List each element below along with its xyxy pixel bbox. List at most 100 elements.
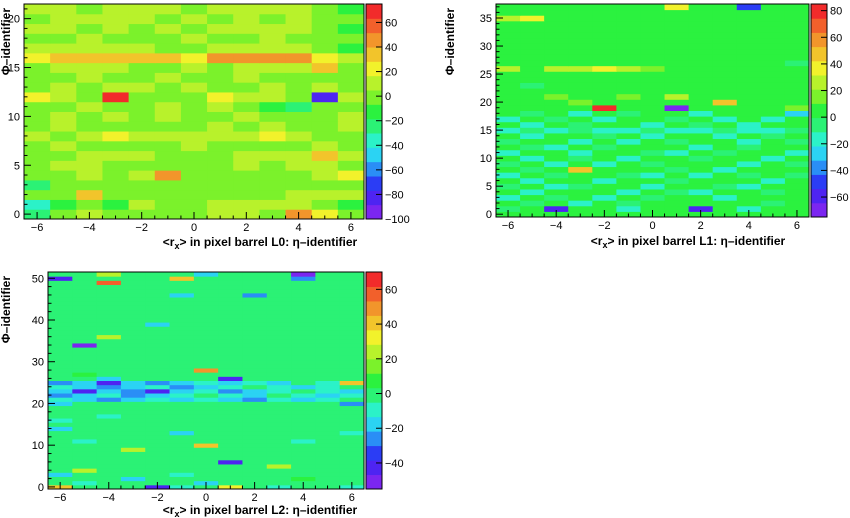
heatmap-cell: [592, 132, 617, 140]
heatmap-cell: [76, 33, 103, 44]
y-tick-label: 50: [32, 273, 44, 285]
heatmap-cell: [592, 43, 617, 50]
heatmap-cell: [169, 426, 195, 432]
heatmap-cell: [96, 301, 122, 306]
heatmap-cell: [544, 15, 569, 22]
heatmap-cell: [311, 33, 339, 44]
heatmap-cell: [72, 455, 98, 461]
heatmap-cell: [48, 434, 73, 440]
heatmap-cell: [96, 430, 122, 436]
heatmap-cell: [339, 430, 365, 436]
heatmap-cell: [218, 463, 243, 469]
heatmap-cell: [616, 48, 641, 55]
heatmap-cell: [337, 179, 365, 191]
heatmap-cell: [128, 13, 156, 25]
heatmap-cell: [24, 111, 51, 122]
color-bar-segment: [366, 104, 382, 120]
heatmap-cell: [154, 33, 182, 44]
heatmap-cell: [102, 43, 130, 54]
y-tick-label: 10: [32, 440, 44, 452]
heatmap-cell: [496, 160, 521, 168]
heatmap-cell: [339, 347, 365, 352]
heatmap-cell: [315, 363, 341, 369]
z-tick-label: 20: [830, 86, 842, 98]
heatmap-cell: [128, 62, 156, 73]
heatmap-cell: [266, 322, 292, 327]
heatmap-cell: [592, 200, 617, 207]
color-bar-segment: [366, 176, 382, 191]
heatmap-cell: [496, 132, 521, 140]
heatmap-cell: [285, 189, 313, 200]
heatmap-cell: [154, 43, 182, 54]
heatmap-cell: [664, 32, 690, 39]
heatmap-cell: [291, 313, 316, 319]
heatmap-cell: [193, 330, 219, 336]
z-tick-label: −40: [385, 140, 404, 152]
heatmap-cell: [640, 48, 666, 55]
heatmap-cell: [315, 422, 341, 427]
heatmap-cell: [616, 93, 641, 100]
heatmap-cell: [76, 111, 103, 122]
heatmap-cell: [520, 200, 545, 207]
x-tick-label: 4: [296, 222, 302, 234]
heatmap-cell: [568, 138, 593, 145]
heatmap-cell: [120, 455, 146, 461]
heatmap-cell: [96, 409, 122, 415]
heatmap-cell: [337, 189, 365, 200]
heatmap-cell: [592, 82, 617, 89]
heatmap-cell: [145, 476, 171, 482]
heatmap-cell: [154, 121, 182, 132]
heatmap-cell: [102, 72, 130, 83]
color-bar-segment: [366, 61, 382, 77]
heatmap-cell: [48, 380, 73, 386]
heatmap-cell: [760, 144, 786, 151]
heatmap-cell: [207, 52, 234, 64]
heatmap-cell: [96, 438, 122, 444]
heatmap-cell: [266, 472, 292, 477]
z-tick-label: 0: [385, 389, 391, 401]
heatmap-cell: [496, 188, 521, 196]
heatmap-cell: [736, 76, 762, 83]
heatmap-cell: [784, 15, 810, 22]
heatmap-cell: [102, 82, 130, 93]
heatmap-cell: [266, 272, 292, 277]
heatmap-cell: [72, 376, 98, 381]
heatmap-cell: [520, 4, 545, 11]
heatmap-cell: [193, 451, 219, 457]
heatmap-cell: [120, 355, 146, 361]
heatmap-cell: [311, 23, 339, 34]
heatmap-cell: [664, 93, 690, 100]
heatmap-cell: [242, 276, 268, 281]
heatmap-cell: [592, 194, 617, 201]
heatmap-cell: [218, 330, 243, 336]
heatmap-cell: [592, 205, 617, 212]
y-axis-title: Φ–identifier: [443, 8, 457, 76]
y-tick-label: 20: [8, 14, 20, 26]
heatmap-cell: [145, 317, 171, 323]
color-bar-segment: [811, 146, 827, 161]
heatmap-cell: [72, 347, 98, 352]
heatmap-cell: [640, 15, 666, 22]
heatmap-cell: [120, 443, 146, 448]
heatmap-cell: [285, 52, 313, 64]
color-bar-frame: [365, 271, 383, 490]
heatmap-cell: [291, 376, 316, 381]
heatmap-cell: [712, 121, 738, 128]
heatmap-cell: [568, 4, 593, 11]
heatmap-cell: [242, 451, 268, 457]
heatmap-cell: [568, 166, 593, 173]
heatmap-cell: [48, 388, 73, 394]
heatmap-cell: [592, 166, 617, 173]
heatmap-cell: [242, 438, 268, 444]
heatmap-cell: [712, 71, 738, 78]
heatmap-cell: [76, 131, 103, 142]
heatmap-cell: [242, 413, 268, 419]
heatmap-cell: [544, 160, 569, 168]
heatmap-cell: [496, 15, 521, 22]
heatmap-cell: [712, 99, 738, 106]
heatmap-cell: [169, 388, 195, 394]
heatmap-cell: [664, 149, 690, 156]
heatmap-cell: [218, 359, 243, 365]
heatmap-cell: [712, 138, 738, 145]
